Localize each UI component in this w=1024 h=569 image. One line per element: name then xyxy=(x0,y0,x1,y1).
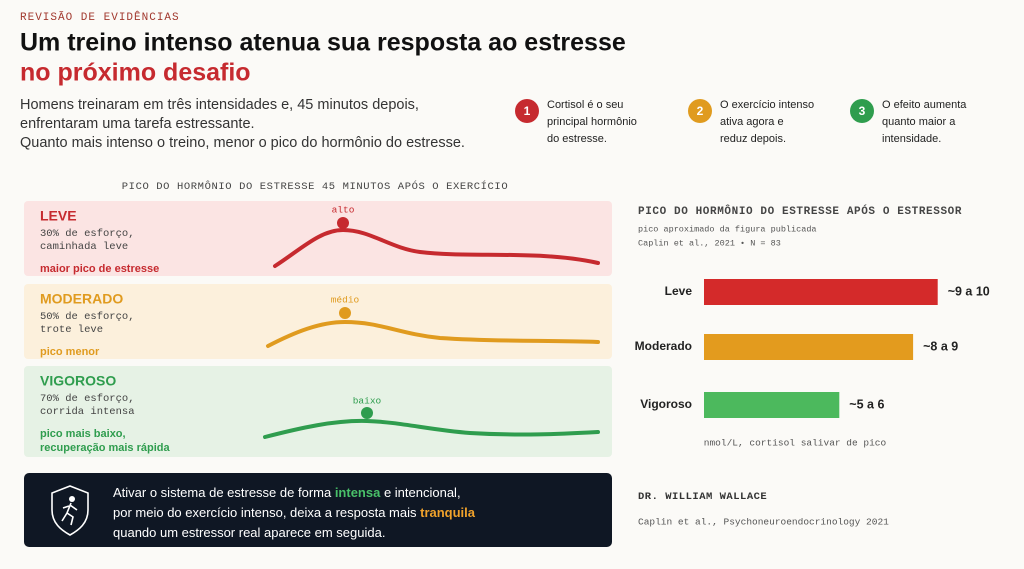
category-label: Moderado xyxy=(635,339,692,353)
citation: Caplin et al., Psychoneuroendocrinology … xyxy=(638,517,889,528)
value-label: ~9 a 10 xyxy=(948,284,990,298)
callout-box xyxy=(24,473,612,547)
title-highlight: no próximo desafio xyxy=(20,59,251,87)
panels-title: PICO DO HORMÔNIO DO ESTRESSE 45 MINUTOS … xyxy=(122,179,508,193)
x-axis-label: nmol/L, cortisol salivar de pico xyxy=(704,438,887,449)
stress-curve xyxy=(263,418,600,439)
step-number: 2 xyxy=(697,104,704,118)
intro-line: Homens treinaram em três intensidades e,… xyxy=(20,97,419,113)
chart-subtitle: pico aproximado da figura publicada xyxy=(638,224,817,234)
intro-line: enfrentaram uma tarefa estressante. xyxy=(20,116,255,132)
step-text: do estresse. xyxy=(547,133,607,145)
stress-curve xyxy=(273,227,600,268)
category-label: Leve xyxy=(665,284,693,298)
step-badge xyxy=(688,99,712,123)
value-label: ~8 a 9 xyxy=(923,339,958,353)
step-text: O exercício intenso xyxy=(720,99,814,111)
peak-label: médio xyxy=(331,295,360,306)
peak-label: baixo xyxy=(353,396,382,407)
step-text: principal hormônio xyxy=(547,116,637,128)
step-number: 3 xyxy=(859,104,866,118)
bar xyxy=(704,279,938,305)
peak-dot xyxy=(337,217,349,229)
intro-line: Quanto mais intenso o treino, menor o pi… xyxy=(20,135,465,151)
panel-name: MODERADO xyxy=(40,291,123,307)
panel-desc: corrida intensa xyxy=(40,406,135,418)
step-text: O efeito aumenta xyxy=(882,99,967,111)
callout-line: quando um estressor real aparece em segu… xyxy=(113,525,385,540)
panel-note: maior pico de estresse xyxy=(40,263,159,275)
panel-desc: 70% de esforço, xyxy=(40,393,135,405)
value-label: ~5 a 6 xyxy=(849,397,884,411)
callout-segment: e intencional, xyxy=(380,485,460,500)
category-label: Vigoroso xyxy=(640,397,692,411)
step-number: 1 xyxy=(524,104,531,118)
bar xyxy=(704,392,840,418)
callout-segment: tranquila xyxy=(420,505,476,520)
panel-desc: 50% de esforço, xyxy=(40,311,135,323)
chart-source: Caplin et al., 2021 • N = 83 xyxy=(638,238,781,248)
panel-desc: trote leve xyxy=(40,324,103,336)
step-text: quanto maior a xyxy=(882,116,956,128)
author: DR. WILLIAM WALLACE xyxy=(638,491,767,503)
eyebrow: REVISÃO DE EVIDÊNCIAS xyxy=(20,10,180,24)
callout-segment: por meio do exercício intenso, deixa a r… xyxy=(113,505,420,520)
panel-desc: caminhada leve xyxy=(40,241,128,253)
chart-title: PICO DO HORMÔNIO DO ESTRESSE APÓS O ESTR… xyxy=(638,204,962,218)
peak-dot xyxy=(339,307,351,319)
peak-dot xyxy=(361,407,373,419)
panel-name: VIGOROSO xyxy=(40,373,116,389)
callout-line: por meio do exercício intenso, deixa a r… xyxy=(113,505,476,520)
shield-icon xyxy=(51,485,89,536)
callout-segment: Ativar o sistema de estresse de forma xyxy=(113,485,335,500)
callout-segment: quando um estressor real aparece em segu… xyxy=(113,525,385,540)
panel-note: pico menor xyxy=(40,346,100,358)
panel-name: LEVE xyxy=(40,208,77,224)
stress-curve xyxy=(266,319,600,348)
callout-line: Ativar o sistema de estresse de forma in… xyxy=(113,485,461,500)
peak-label: alto xyxy=(332,205,355,216)
step-badge xyxy=(515,99,539,123)
step-text: intensidade. xyxy=(882,133,941,145)
step-badge xyxy=(850,99,874,123)
step-text: ativa agora e xyxy=(720,116,784,128)
step-text: reduz depois. xyxy=(720,133,786,145)
title: Um treino intenso atenua sua resposta ao… xyxy=(20,29,626,57)
bar xyxy=(704,334,914,360)
step-text: Cortisol é o seu xyxy=(547,99,623,111)
panel-note: pico mais baixo, xyxy=(40,428,126,440)
callout-segment: intensa xyxy=(335,485,381,500)
panel-note: recuperação mais rápida xyxy=(40,442,171,454)
panel-desc: 30% de esforço, xyxy=(40,228,135,240)
